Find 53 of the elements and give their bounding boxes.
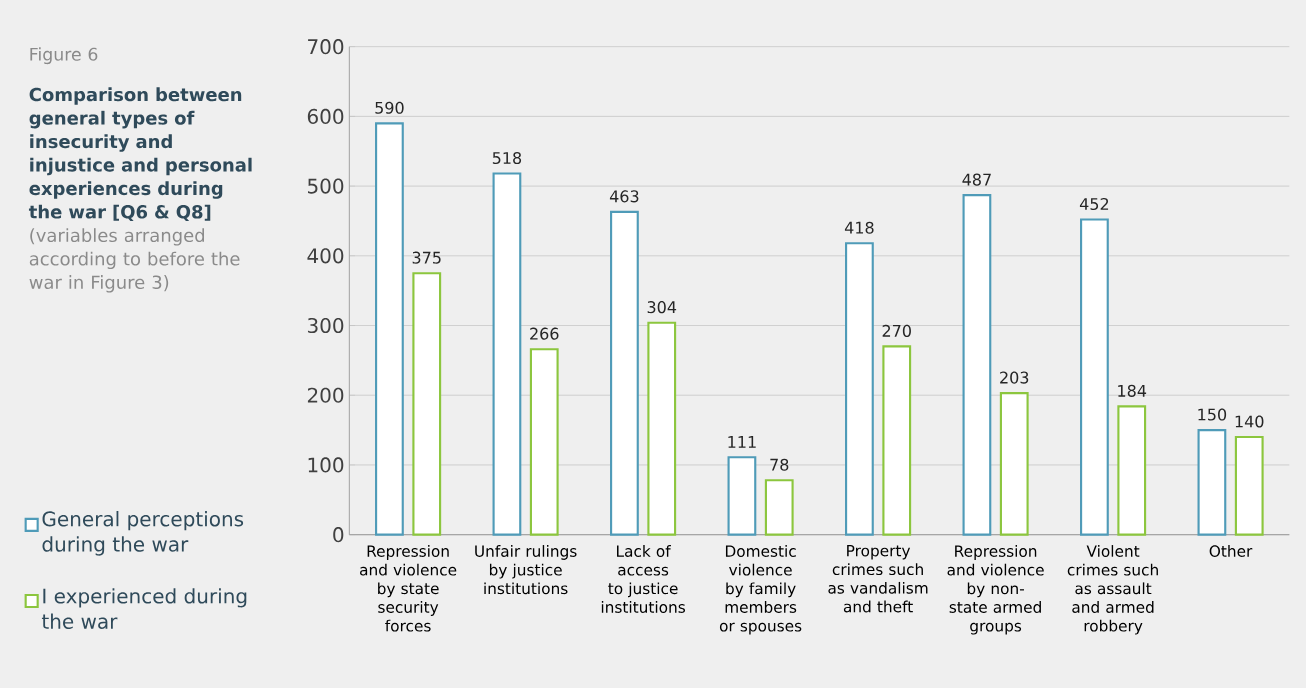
- bar: [1197, 429, 1227, 536]
- x-tick-label: Repression and violence by non-state armed groups: [947, 545, 1044, 635]
- x-tick-label: Lack of access to justice institutions: [601, 545, 686, 613]
- y-tick-label: 300: [307, 317, 344, 334]
- data-label: 78: [770, 458, 789, 471]
- bar: [412, 272, 442, 536]
- text: Figure 6: [30, 47, 98, 65]
- y-tick-label: 100: [308, 457, 344, 473]
- data-label: 418: [844, 221, 874, 234]
- bar: [1080, 218, 1109, 536]
- bar: [1234, 435, 1264, 536]
- data-label: 375: [412, 251, 441, 264]
- bar: [492, 172, 522, 536]
- x-tick-label: Unfair rulings by justice institutions: [475, 545, 577, 595]
- data-label: 518: [492, 151, 522, 165]
- data-label: 266: [530, 327, 559, 340]
- bar: [647, 321, 677, 536]
- x-tick-label: Repression and violence by state security forces: [360, 545, 457, 632]
- x-tick-label: Property crimes such as vandalism and theft: [828, 545, 928, 613]
- y-tick-label: 700: [308, 39, 344, 55]
- bar: [727, 456, 757, 536]
- data-label: 452: [1079, 197, 1109, 211]
- bar: [529, 348, 559, 536]
- bar: [999, 392, 1029, 536]
- data-label: 270: [882, 324, 911, 337]
- data-label: 463: [609, 190, 639, 203]
- bar: [764, 479, 794, 536]
- bar: [610, 210, 639, 536]
- bar: [375, 122, 404, 536]
- data-label: 140: [1235, 415, 1264, 428]
- data-label: 203: [1000, 371, 1029, 384]
- y-tick-label: 400: [307, 248, 344, 264]
- y-tick-label: 600: [307, 108, 344, 124]
- bar: [845, 242, 874, 536]
- text: (variables arranged according to before the war in Figure 3): [29, 228, 240, 293]
- x-tick-label: Other: [1209, 545, 1253, 557]
- x-tick-label: Domestic violence by family members or spouses: [719, 545, 802, 635]
- data-label: 590: [375, 101, 404, 114]
- bar: [1117, 405, 1147, 536]
- legend-label: I experienced during the war: [41, 588, 247, 629]
- bar: [882, 345, 912, 536]
- x-tick-label: Violent crimes such as assault and armed robbery: [1067, 545, 1158, 635]
- y-tick-label: 200: [307, 387, 344, 403]
- data-label: 111: [728, 436, 756, 448]
- y-tick-label: 500: [308, 178, 344, 194]
- data-label: 150: [1198, 408, 1227, 421]
- bar: [962, 194, 992, 536]
- text: Comparison between general types of insecurity and injustice and personal experiences during the war [Q6 & Q8]: [28, 87, 252, 222]
- y-tick-label: 0: [333, 527, 344, 543]
- data-label: 304: [647, 301, 677, 314]
- legend-label: General perceptions during the war: [42, 510, 244, 556]
- data-label: 184: [1118, 384, 1147, 397]
- data-label: 487: [962, 173, 991, 186]
